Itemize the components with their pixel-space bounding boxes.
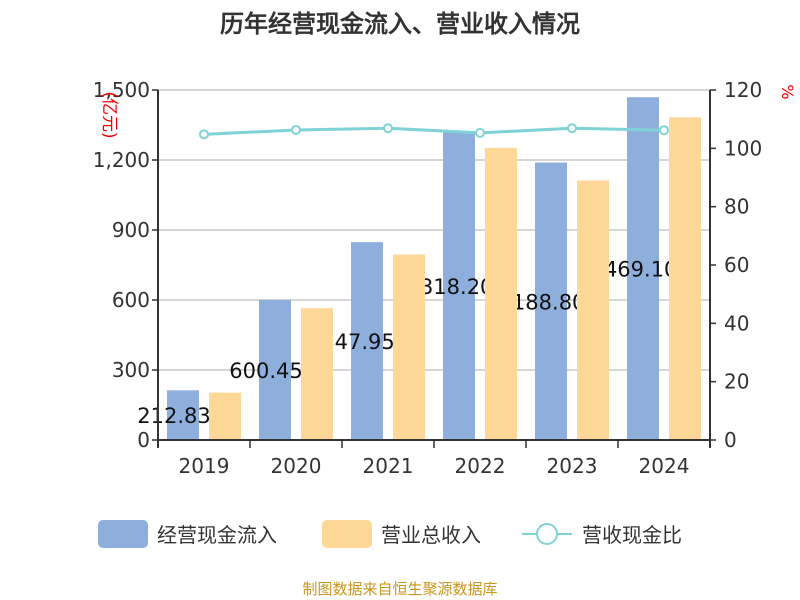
x-tick-label: 2022 [455, 454, 506, 478]
bar-revenue [577, 180, 609, 441]
legend-swatch-cash-inflow [98, 520, 148, 548]
chart-title: 历年经营现金流入、营业收入情况 [220, 10, 580, 38]
legend-label: 经营现金流入 [157, 523, 277, 547]
bar-cash-inflow [167, 390, 199, 440]
y-tick-label-right: 120 [724, 78, 762, 102]
bar-revenue [393, 254, 425, 440]
y-tick-label-left: 1,500 [93, 78, 150, 102]
y-tick-label-right: 20 [724, 370, 749, 394]
ratio-point [383, 123, 393, 134]
ratio-point [475, 127, 485, 138]
data-label: 600.45 [229, 359, 302, 383]
bar-cash-inflow [535, 162, 567, 440]
legend-label: 营收现金比 [582, 523, 682, 547]
data-label: 212.83 [137, 404, 210, 428]
bar-cash-inflow [259, 299, 291, 440]
ratio-point [567, 123, 577, 134]
y-tick-label-left: 1,200 [93, 148, 150, 172]
y-tick-label-left: 0 [137, 428, 150, 452]
x-tick-label: 2019 [179, 454, 230, 478]
bar-revenue [209, 392, 241, 440]
x-tick-label: 2024 [639, 454, 690, 478]
legend-marker-ratio [536, 523, 558, 545]
x-tick-label: 2021 [363, 454, 414, 478]
y-tick-label-left: 300 [112, 358, 150, 382]
x-tick-label: 2020 [271, 454, 322, 478]
y-axis-left-label: (亿元) [99, 91, 119, 138]
source-note: 制图数据来自恒生聚源数据库 [302, 580, 497, 598]
x-tick-label: 2023 [547, 454, 598, 478]
y-axis-right-label: % [778, 84, 797, 99]
bar-revenue [485, 147, 517, 440]
bar-cash-inflow [627, 97, 659, 441]
legend-label: 营业总收入 [381, 523, 481, 547]
bar-cash-inflow [443, 132, 475, 441]
legend: 经营现金流入 营业总收入 营收现金比 [98, 520, 682, 548]
y-tick-label-right: 80 [724, 195, 749, 219]
bar-revenue [301, 308, 333, 440]
bar-cash-inflow [351, 242, 383, 440]
ratio-point [291, 124, 301, 135]
legend-swatch-revenue [322, 520, 372, 548]
y-tick-label-left: 900 [112, 218, 150, 242]
ratio-point [199, 129, 209, 140]
ratio-point [659, 125, 669, 136]
y-tick-label-right: 0 [724, 428, 737, 452]
data-label: 847.95 [321, 330, 394, 354]
ratio-line [203, 126, 665, 136]
y-tick-label-right: 100 [724, 136, 762, 160]
y-tick-label-left: 600 [112, 288, 150, 312]
y-tick-label-right: 60 [724, 253, 749, 277]
y-tick-label-right: 40 [724, 311, 749, 335]
bar-revenue [669, 117, 701, 441]
